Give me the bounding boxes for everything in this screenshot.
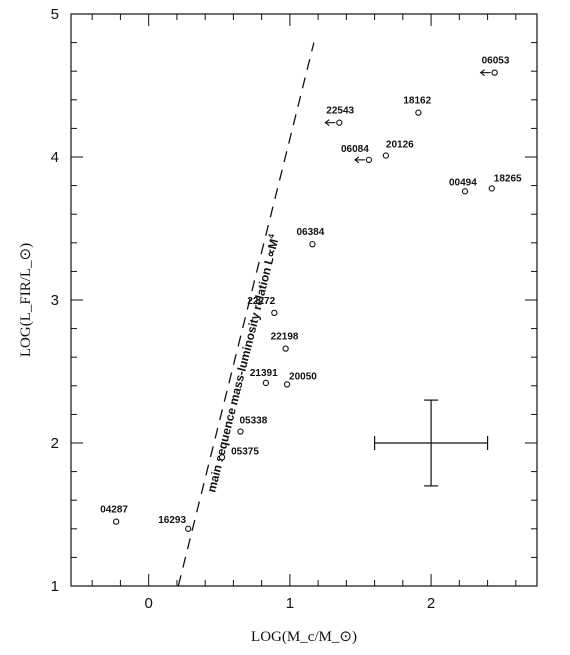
limit-arrow-head	[479, 69, 485, 77]
point-label: 20126	[386, 140, 414, 151]
data-point: 20126	[382, 140, 414, 159]
axis-ticks	[71, 13, 537, 587]
x-tick-labels: 0 1 2	[144, 595, 435, 612]
point-marker	[237, 428, 244, 435]
point-label: 18265	[494, 173, 522, 184]
data-point: 21391	[250, 368, 278, 387]
point-label: 04287	[100, 505, 128, 516]
data-point: 22272	[247, 296, 278, 317]
point-label: 05338	[239, 416, 267, 427]
data-point: 06053	[479, 56, 510, 77]
point-label: 16293	[158, 515, 186, 526]
limit-arrow-head	[324, 119, 330, 127]
point-marker	[382, 152, 390, 159]
limit-arrow-head	[354, 156, 360, 164]
y-tick-labels: 1 2 3 4 5	[51, 6, 59, 595]
mass-luminosity-relation-line	[177, 42, 315, 587]
point-marker	[415, 109, 422, 116]
point-marker	[262, 379, 270, 387]
point-marker	[491, 69, 498, 76]
x-axis-label: LOG(M_c/M_⊙)	[251, 629, 357, 645]
data-point: 06084	[341, 144, 373, 164]
point-label: 18162	[403, 96, 431, 107]
point-marker	[365, 156, 373, 164]
point-marker	[282, 345, 289, 352]
point-marker	[185, 525, 192, 532]
point-label: 06053	[482, 56, 510, 67]
y-tick-label: 4	[51, 149, 59, 166]
point-marker	[336, 119, 343, 126]
point-label: 21391	[250, 368, 278, 379]
point-label: 00494	[449, 177, 477, 188]
error-bar-example	[374, 399, 489, 487]
point-marker	[461, 188, 469, 195]
data-point: 05375	[218, 446, 259, 461]
point-label: 22198	[271, 332, 299, 343]
data-point: 05338	[237, 416, 268, 435]
point-marker	[271, 309, 278, 317]
y-tick-label: 1	[51, 578, 59, 595]
data-point: 18265	[488, 173, 522, 192]
x-tick-label: 1	[286, 595, 294, 612]
point-label: 22543	[326, 106, 354, 117]
data-point: 22543	[324, 106, 355, 127]
y-tick-label: 5	[51, 6, 59, 23]
point-label: 22272	[247, 296, 275, 307]
data-points: 06053 22543 18162 06084 20126 00494 18265 06384…	[100, 56, 522, 532]
plot-frame	[70, 13, 538, 587]
point-label: 06084	[341, 144, 369, 155]
x-tick-label: 0	[144, 595, 152, 612]
y-axis-label: LOG(L_FIR/L_⊙)	[18, 243, 34, 357]
data-point: 16293	[158, 515, 192, 532]
x-tick-label: 2	[427, 595, 435, 612]
data-point: 18162	[403, 96, 432, 116]
y-tick-label: 2	[51, 435, 59, 452]
point-marker	[283, 381, 291, 388]
point-label: 20050	[289, 371, 317, 382]
data-point: 06384	[296, 227, 325, 248]
data-point: 22198	[271, 332, 299, 352]
point-marker	[218, 454, 226, 461]
point-label: 06384	[296, 227, 324, 238]
point-label: 05375	[231, 446, 259, 457]
point-marker	[488, 185, 495, 192]
data-point: 00494	[449, 177, 477, 195]
y-tick-label: 3	[51, 292, 59, 309]
point-marker	[309, 241, 316, 248]
point-marker	[113, 518, 120, 525]
data-point: 04287	[100, 505, 128, 525]
data-point: 20050	[283, 371, 317, 388]
